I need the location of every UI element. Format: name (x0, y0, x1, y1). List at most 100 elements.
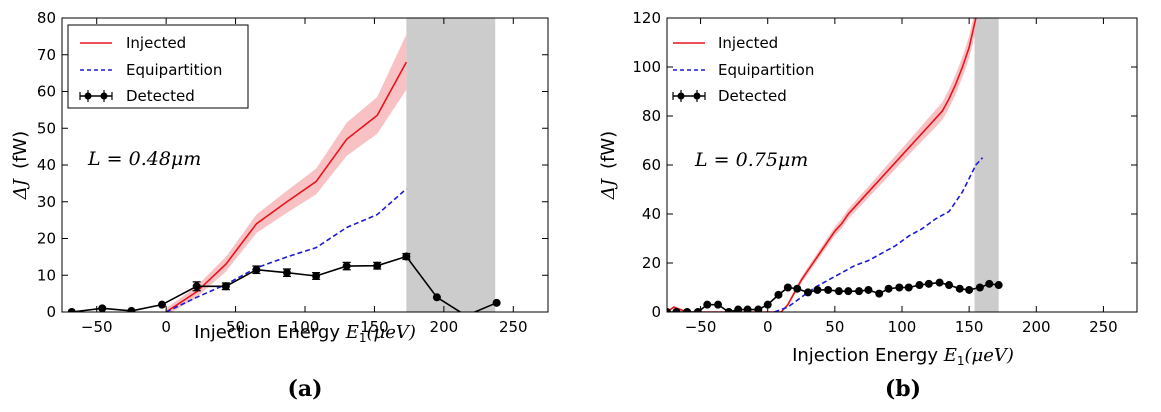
legend-label-detected-a: Detected (126, 87, 195, 105)
legend-marker-1-b (677, 92, 685, 100)
detected-point (672, 308, 681, 312)
y-tick-label: 20 (37, 230, 56, 248)
y-tick-label: 20 (642, 254, 661, 272)
x-tick-label: 200 (1022, 318, 1051, 336)
x-tick-label: 0 (763, 318, 773, 336)
annotation-a: L = 0.48μm (87, 148, 201, 170)
detected-point (875, 289, 884, 298)
equipartition-series-line (165, 188, 407, 312)
legend-box-a (67, 24, 249, 109)
x-tick-label: 50 (825, 318, 844, 336)
series-lines-b (667, 18, 1003, 312)
detected-point (895, 283, 904, 292)
detected-point (824, 285, 833, 294)
detected-point (754, 305, 763, 312)
x-tick-label: 150 (360, 318, 389, 336)
y-tick-label: 60 (642, 156, 661, 174)
y-tick-label: 40 (642, 205, 661, 223)
annotation-b: L = 0.75μm (694, 149, 808, 171)
x-tick-label: 100 (291, 318, 320, 336)
detected-point (734, 305, 743, 312)
plot-area-b (667, 18, 1137, 312)
detected-point (464, 311, 468, 312)
injected-series-line (165, 61, 408, 312)
y-tick-label: 0 (46, 303, 56, 321)
detected-point (834, 287, 843, 296)
y-tick-label: 50 (37, 119, 56, 137)
legend-label-detected-b: Detected (718, 87, 787, 105)
detected-point (724, 308, 733, 312)
legend-label-injected-a: Injected (126, 34, 186, 52)
legend-label-equipartition-b: Equipartition (718, 61, 814, 79)
x-tick-label: 250 (1089, 318, 1118, 336)
panel-b: −50 0 50 100 150 200 250 0 20 40 60 80 100 120 Inject… (598, 9, 1138, 402)
x-tick-label: 250 (499, 318, 528, 336)
panel-a: −50 0 50 100 150 200 250 0 10 20 30 40 50 60 70 80 Inje… (10, 9, 549, 402)
injected-series-line (667, 18, 977, 312)
ylabel-a: ΔJ(fW) (10, 131, 31, 200)
y-tick-label: 30 (37, 193, 56, 211)
panel-label-b: (b) (885, 376, 921, 402)
detected-point (793, 284, 802, 293)
ticks-a: −50 0 50 100 150 200 250 0 10 20 30 40 50 60 70 80 (37, 9, 548, 336)
legend-label-equipartition-a: Equipartition (126, 61, 222, 79)
detected-point (714, 300, 723, 309)
shaded-region-rect (406, 18, 496, 312)
detected-point (904, 283, 913, 292)
detected-point (813, 285, 822, 294)
detected-point (67, 308, 76, 312)
ylabel-b: ΔJ(fW) (598, 131, 619, 200)
y-tick-label: 80 (37, 9, 56, 27)
detected-point (975, 283, 984, 292)
xlabel-b: Injection Energy E1(μeV) (792, 345, 1014, 368)
detected-point (221, 282, 230, 291)
detected-point (855, 287, 864, 296)
detected-point (985, 279, 994, 288)
detected-point (935, 278, 944, 287)
detected-point (157, 300, 166, 309)
detected-point (864, 285, 873, 294)
x-tick-label: 50 (226, 318, 245, 336)
legend-marker-1-a (84, 92, 92, 100)
detected-point (994, 281, 1003, 290)
detected-point (945, 281, 953, 290)
detected-point (342, 262, 351, 271)
y-tick-label: 80 (642, 107, 661, 125)
detected-point (252, 265, 261, 274)
detected-point (693, 308, 702, 312)
shaded-region-a (406, 18, 496, 312)
x-tick-label: −50 (81, 318, 113, 336)
detected-point (192, 282, 201, 291)
legend-label-injected-b: Injected (718, 34, 778, 52)
y-tick-label: 120 (632, 9, 661, 27)
y-tick-label: 100 (632, 58, 661, 76)
detected-series-line (667, 281, 999, 312)
detected-point (924, 279, 933, 288)
legend-b: Injected Equipartition Detected (672, 34, 814, 105)
panel-label-a: (a) (287, 376, 322, 402)
x-tick-label: 0 (161, 318, 171, 336)
legend-marker-2-a (100, 92, 108, 100)
detected-point (703, 300, 712, 309)
injected-band-b (667, 18, 976, 312)
legend-marker-2-b (693, 92, 701, 100)
detected-point (844, 287, 853, 296)
detected-point (774, 290, 783, 299)
y-tick-label: 40 (37, 156, 56, 174)
y-tick-label: 10 (37, 266, 56, 284)
detected-point (965, 285, 974, 294)
detected-point (402, 252, 411, 261)
detected-point (783, 283, 792, 292)
shaded-region-rect (974, 18, 999, 312)
xlabel-a: Injection Energy E1(μeV) (194, 322, 416, 345)
detected-point (915, 281, 924, 290)
detected-point (884, 284, 893, 293)
shaded-region-b (974, 18, 999, 312)
x-tick-label: 200 (430, 318, 459, 336)
detected-point (432, 293, 441, 302)
ticks-b: −50 0 50 100 150 200 250 0 20 40 60 80 100 120 (632, 9, 1137, 336)
detected-point (127, 306, 136, 312)
y-tick-label: 70 (37, 46, 56, 64)
series-lines-a (67, 61, 501, 312)
